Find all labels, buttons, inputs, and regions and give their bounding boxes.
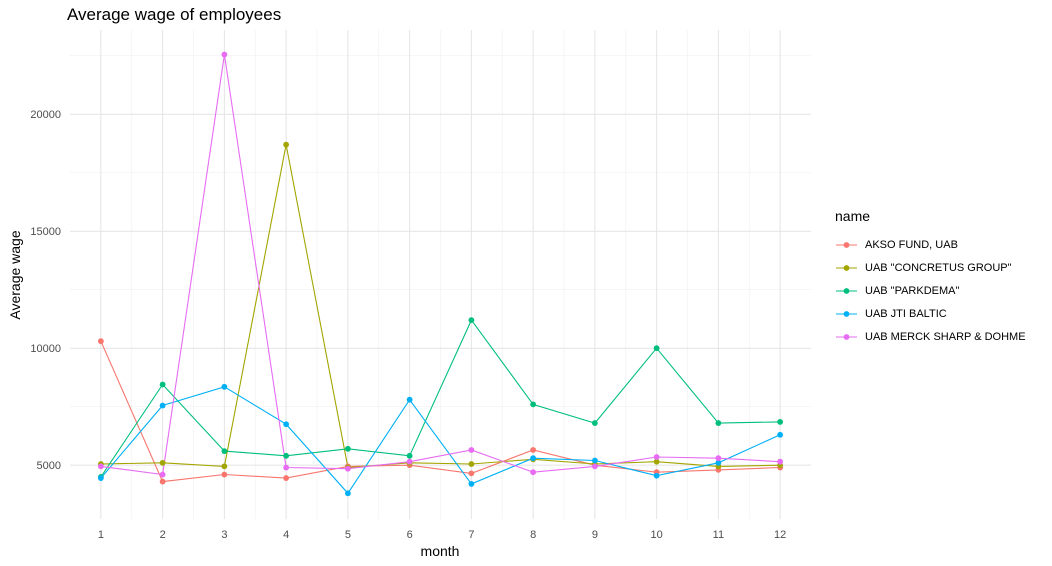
data-point <box>468 447 475 453</box>
data-point <box>283 141 290 148</box>
data-point <box>653 345 660 352</box>
data-point <box>406 458 413 465</box>
data-point <box>591 420 598 426</box>
y-tick-label: 5000 <box>37 460 61 472</box>
data-point <box>344 445 351 452</box>
legend-label: UAB "PARKDEMA" <box>865 284 960 297</box>
x-tick-label: 6 <box>407 529 413 541</box>
data-point <box>777 458 784 465</box>
legend-title: name <box>835 208 871 224</box>
legend-key <box>836 333 857 340</box>
data-point <box>97 475 104 481</box>
data-point <box>159 381 166 388</box>
legend-key-point <box>843 287 850 294</box>
data-point <box>283 475 290 481</box>
data-point <box>530 447 537 453</box>
x-axis-title: month <box>421 543 460 559</box>
data-point <box>468 461 475 467</box>
x-tick-label: 7 <box>468 529 474 541</box>
legend-item: UAB "CONCRETUS GROUP" <box>835 256 1026 279</box>
data-point <box>406 452 413 459</box>
series-points <box>97 51 784 497</box>
data-point <box>715 459 722 466</box>
legend-key-point <box>843 333 850 340</box>
x-tick-label: 5 <box>345 529 351 541</box>
chart-title: Average wage of employees <box>67 5 282 24</box>
data-point <box>159 471 166 478</box>
data-point <box>777 431 784 438</box>
x-tick-label: 11 <box>713 529 724 541</box>
x-tick-label: 10 <box>651 529 663 541</box>
x-tick-label: 1 <box>98 529 104 541</box>
legend-label: AKSO FUND, UAB <box>865 238 958 251</box>
data-point <box>221 383 228 390</box>
data-point <box>159 459 166 466</box>
minor-gridlines <box>70 30 811 519</box>
series-lines <box>100 54 781 495</box>
series-line <box>100 144 781 469</box>
data-point <box>344 465 351 472</box>
legend-key <box>836 264 857 271</box>
x-tick-label: 4 <box>283 529 289 541</box>
legend-label: UAB MERCK SHARP & DOHME <box>865 330 1026 343</box>
legend-item: AKSO FUND, UAB <box>835 233 1026 256</box>
data-point <box>715 420 722 426</box>
x-tick-label: 2 <box>160 529 166 541</box>
data-point <box>653 472 660 479</box>
legend-key-point <box>843 310 850 317</box>
legend: name AKSO FUND, UAB UAB "CONCRETUS GROUP"… <box>835 208 1026 348</box>
data-point <box>283 421 290 428</box>
y-tick-label: 15000 <box>30 226 61 238</box>
major-gridlines <box>70 30 811 519</box>
y-tick-label: 10000 <box>30 343 61 355</box>
x-tick-label: 9 <box>592 529 598 541</box>
data-point <box>653 454 660 460</box>
legend-key <box>836 287 857 294</box>
data-point <box>591 463 598 470</box>
data-point <box>159 402 166 409</box>
data-point <box>221 51 228 58</box>
legend-item: UAB MERCK SHARP & DOHME <box>835 325 1026 348</box>
legend-key <box>836 310 857 317</box>
data-point <box>97 463 104 470</box>
legend-item: UAB JTI BALTIC <box>835 302 1026 325</box>
legend-key-point <box>843 264 850 271</box>
data-point <box>715 455 722 462</box>
series-line <box>100 340 781 483</box>
legend-label: UAB JTI BALTIC <box>865 307 947 320</box>
data-point <box>468 317 475 324</box>
y-tick-label: 20000 <box>30 109 61 121</box>
data-point <box>468 470 475 477</box>
data-point <box>468 481 475 487</box>
data-point <box>591 457 598 464</box>
x-tick-label: 12 <box>774 529 786 541</box>
x-tick-label: 3 <box>221 529 227 541</box>
data-point <box>406 396 413 403</box>
data-point <box>530 469 537 476</box>
data-point <box>221 463 228 470</box>
y-axis-title: Average wage <box>7 230 23 319</box>
legend-items: AKSO FUND, UAB UAB "CONCRETUS GROUP" UAB "… <box>835 233 1026 348</box>
legend-key-point <box>843 241 850 248</box>
legend-key <box>836 241 857 248</box>
series-line <box>100 319 781 478</box>
x-tick-label: 8 <box>530 529 536 541</box>
data-point <box>530 455 537 462</box>
data-point <box>344 490 351 497</box>
legend-item: UAB "PARKDEMA" <box>835 279 1026 302</box>
legend-label: UAB "CONCRETUS GROUP" <box>865 261 1012 274</box>
data-point <box>221 471 228 478</box>
data-point <box>159 478 166 485</box>
data-point <box>283 464 290 471</box>
data-point <box>97 338 104 345</box>
series-line <box>100 386 781 495</box>
data-point <box>530 401 537 408</box>
data-point <box>777 419 784 425</box>
data-point <box>283 452 290 459</box>
data-point <box>221 448 228 455</box>
series-line <box>100 54 781 476</box>
data-point <box>653 458 660 465</box>
